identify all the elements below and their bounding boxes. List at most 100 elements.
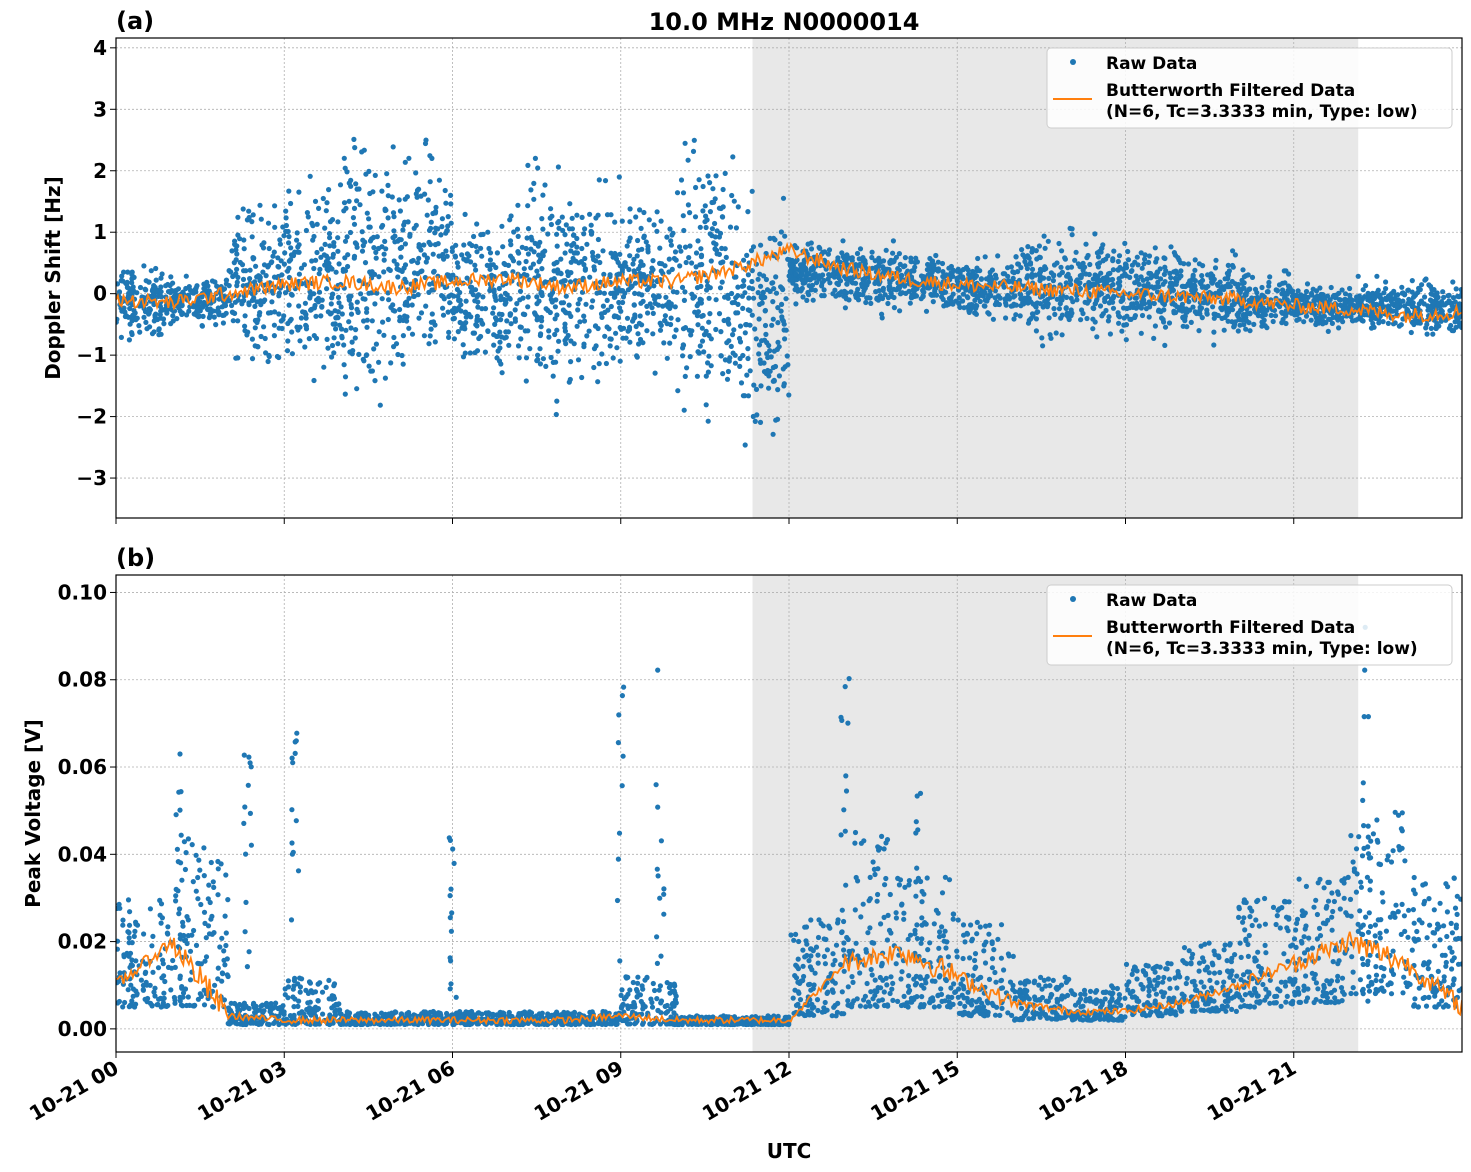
legend-box [1046, 47, 1453, 129]
raw-point [521, 271, 527, 278]
raw-point [579, 245, 585, 252]
raw-point [1139, 312, 1146, 319]
raw-point [443, 200, 449, 206]
raw-point [755, 290, 761, 296]
raw-point [442, 187, 448, 194]
raw-point [749, 278, 755, 285]
raw-point [1084, 300, 1090, 306]
raw-point [1027, 261, 1034, 267]
raw-point [416, 242, 422, 248]
raw-point [156, 327, 162, 333]
raw-point [630, 318, 636, 324]
raw-point [283, 215, 289, 221]
raw-point [1152, 323, 1158, 329]
raw-point [161, 973, 167, 979]
raw-point [1083, 271, 1089, 277]
raw-point [694, 285, 701, 291]
raw-point [965, 267, 971, 273]
raw-point [250, 1020, 256, 1026]
raw-point [427, 153, 433, 159]
raw-point [960, 276, 966, 282]
raw-point [349, 339, 355, 345]
raw-point [196, 857, 202, 863]
raw-point [1043, 266, 1049, 272]
raw-point [562, 250, 568, 256]
raw-point [787, 269, 793, 275]
raw-point [694, 373, 701, 379]
raw-point [459, 252, 465, 258]
raw-point [534, 268, 540, 274]
raw-point [187, 977, 194, 983]
raw-point [536, 298, 542, 304]
raw-point [1024, 275, 1030, 281]
raw-point [151, 329, 157, 335]
raw-point [116, 281, 121, 287]
raw-point [418, 310, 425, 316]
raw-point [844, 252, 850, 258]
raw-point [705, 418, 711, 424]
raw-point [1033, 272, 1039, 278]
raw-point [708, 363, 714, 369]
raw-point [607, 343, 613, 349]
raw-point [650, 258, 656, 264]
raw-point [1106, 314, 1112, 320]
raw-point [1142, 252, 1148, 258]
raw-point [278, 258, 284, 264]
raw-point [116, 980, 120, 986]
raw-point [793, 283, 799, 289]
raw-point [507, 238, 514, 244]
raw-point [1063, 294, 1070, 300]
raw-point [146, 311, 152, 317]
raw-point [144, 999, 150, 1005]
raw-point [604, 212, 611, 218]
raw-point [540, 226, 546, 232]
raw-point [1438, 318, 1444, 324]
raw-point [232, 238, 238, 244]
raw-point [315, 981, 321, 987]
raw-point [593, 215, 599, 221]
raw-point [376, 329, 382, 335]
raw-point [1225, 262, 1231, 268]
raw-point [359, 149, 365, 155]
raw-point [450, 1021, 456, 1028]
raw-point [288, 252, 295, 258]
raw-point [826, 247, 833, 253]
raw-point [773, 417, 779, 423]
raw-point [987, 292, 993, 298]
raw-point [428, 319, 434, 325]
raw-point [258, 216, 264, 222]
raw-point [719, 245, 725, 251]
raw-point [237, 236, 243, 242]
raw-point [718, 353, 724, 359]
raw-point [926, 285, 932, 291]
raw-point [1283, 320, 1289, 327]
raw-point [1136, 281, 1142, 287]
raw-point [634, 253, 640, 259]
raw-point [380, 319, 386, 325]
raw-point [599, 351, 605, 357]
raw-point [234, 243, 240, 249]
raw-point [641, 272, 647, 278]
raw-point [574, 244, 580, 250]
raw-point [742, 330, 748, 336]
raw-point [855, 286, 861, 292]
raw-point [364, 309, 370, 315]
raw-point [249, 356, 256, 362]
raw-point [297, 338, 303, 344]
raw-point [335, 235, 341, 241]
raw-point [480, 231, 486, 237]
raw-point [427, 179, 433, 185]
raw-point [729, 260, 735, 266]
raw-point [282, 290, 289, 296]
raw-point [1127, 274, 1133, 280]
raw-point [164, 930, 170, 936]
raw-point [229, 248, 235, 254]
raw-point [382, 238, 388, 244]
raw-point [430, 1020, 436, 1026]
raw-point [1109, 276, 1116, 283]
raw-point [1097, 303, 1104, 309]
raw-point [125, 314, 132, 320]
raw-point [531, 180, 537, 186]
raw-point [221, 997, 227, 1003]
raw-point [674, 289, 680, 295]
